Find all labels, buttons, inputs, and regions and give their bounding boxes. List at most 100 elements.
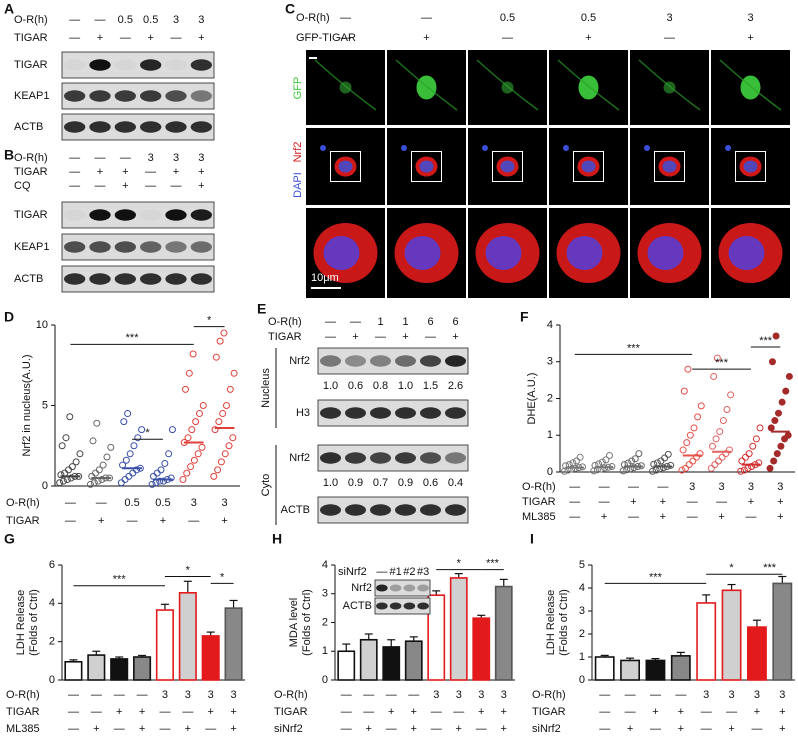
data-point [152,479,160,487]
blot-band [320,452,341,464]
blot-band [445,452,466,464]
data-point [620,461,628,469]
condition-label: TIGAR [532,706,566,718]
data-point [661,454,669,462]
bar [382,646,401,681]
condition-cell: 3 [729,689,735,701]
condition-cell: + [207,706,213,718]
data-point [569,459,577,467]
condition-cell: + [728,723,734,735]
data-point [713,354,721,362]
data-point [727,391,735,399]
condition-cell: 3 [173,152,179,164]
condition-cell: 0.5 [581,12,596,24]
blot-band [190,273,212,285]
condition-cell: + [173,166,179,178]
blot-band [345,504,366,516]
blot-band [420,355,441,367]
data-point [222,402,230,409]
blot-band [140,121,162,133]
quantification: 0.7 [373,477,388,489]
zoom-box [573,151,604,182]
blot-band [395,407,416,419]
condition-cell: 3 [173,14,179,26]
data-point [782,387,790,395]
data-point [190,456,198,464]
significance-label: * [729,562,734,574]
blot-band [140,90,162,102]
fraction-label: Cyto [260,474,272,497]
data-point [767,424,775,432]
data-point [129,469,137,477]
channel-label: Nrf2 [292,142,304,163]
condition-cell: — [340,12,351,24]
condition-cell: + [754,706,760,718]
blot [374,597,431,615]
blot-band [403,584,416,592]
significance-label: *** [627,342,641,354]
y-tick-label: 2 [579,628,585,640]
data-point [153,469,161,477]
bar [201,635,220,681]
blot [61,233,215,261]
bar [110,658,129,681]
condition-cell: + [456,723,462,735]
condition-cell: + [221,515,227,527]
data-point [157,466,165,474]
condition-cell: + [198,180,204,192]
data-point [194,450,202,458]
condition-cell: — [453,706,464,718]
y-tick-label: 4 [547,319,553,331]
panel-letter: H [272,531,282,547]
data-point [130,442,138,450]
condition-cell: + [139,723,145,735]
condition-cell: 3 [208,689,214,701]
condition-cell: — [68,689,79,701]
condition-cell: — [127,515,138,527]
blot [317,347,469,375]
blot-band [420,504,441,516]
gfp-neurite [476,59,539,111]
data-point [591,461,599,469]
gfp-cell [578,75,599,100]
data-point [217,458,225,466]
data-point [125,472,133,480]
bar [427,594,446,681]
condition-label: O-R(h) [14,152,48,164]
blot-band [190,209,212,221]
blot-band [417,584,429,592]
bar [359,638,378,681]
condition-cell: — [687,511,698,523]
condition-cell: #2 [403,566,415,578]
y-tick-label: 2 [49,636,55,648]
significance-label: *** [113,574,127,586]
condition-cell: — [625,706,636,718]
dapi-dot [401,145,407,151]
data-point [133,466,141,474]
blot-band [395,504,416,516]
blot-label: Nrf2 [351,582,372,594]
data-point [680,387,688,395]
condition-cell: — [68,706,79,718]
condition-cell: + [147,32,153,44]
blot-band [89,241,111,253]
condition-label: O-R(h) [6,497,40,509]
condition-cell: — [650,689,661,701]
blot-band [140,209,161,220]
blot-band [417,602,429,610]
blot-band [320,407,341,419]
data-point [168,426,176,434]
quantification: 0.9 [348,477,363,489]
data-point [183,469,191,477]
condition-cell: + [779,706,785,718]
condition-cell: #1 [390,566,402,578]
zoom-box [492,151,523,182]
data-point [619,467,627,475]
condition-cell: — [95,180,106,192]
condition-cell: — [69,180,80,192]
condition-cell: — [628,511,639,523]
y-axis-label: (Folds of Ctrl) [28,589,40,656]
nucleus [485,236,522,270]
data-point [785,372,793,380]
